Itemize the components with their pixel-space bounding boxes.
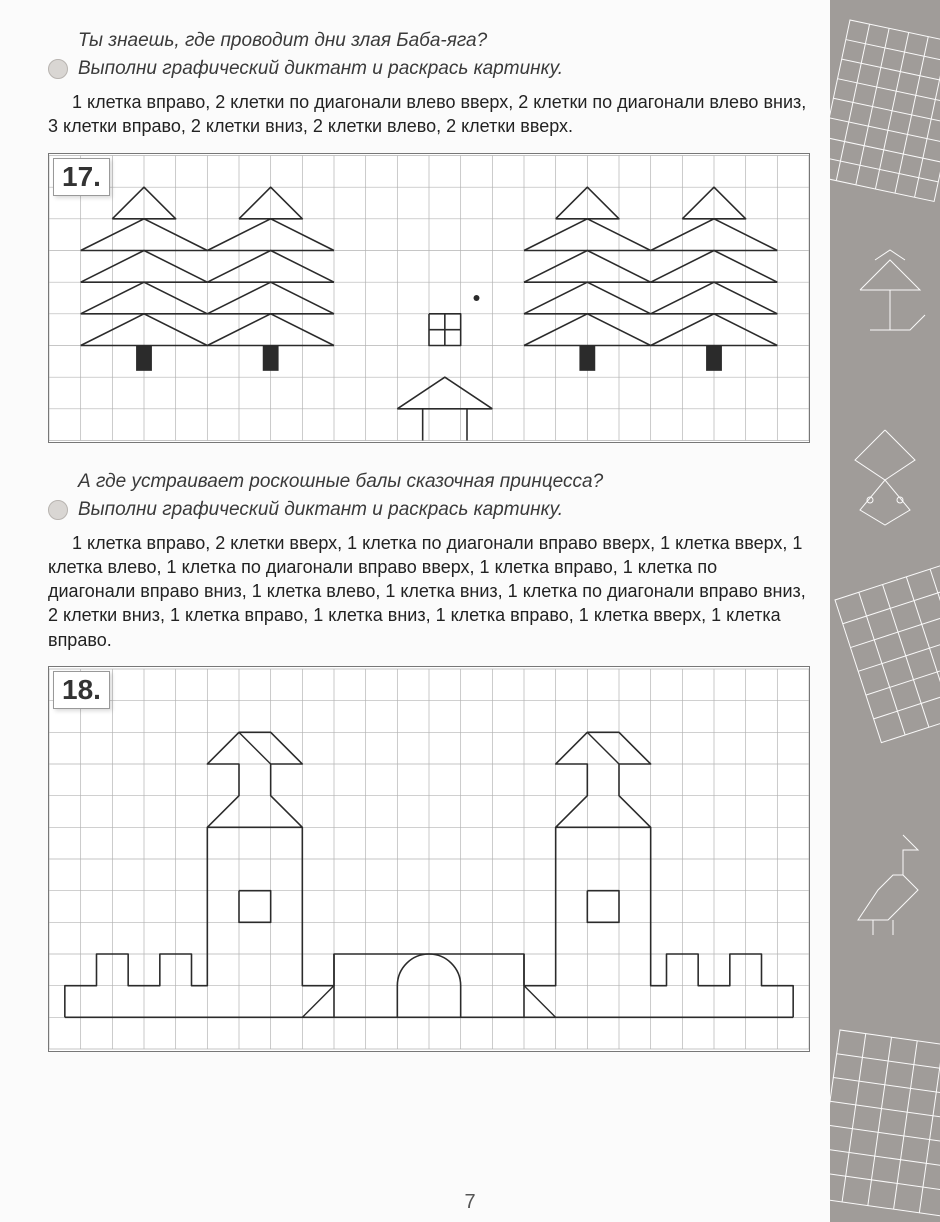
content-column: Ты знаешь, где проводит дни злая Баба-яг… xyxy=(48,30,808,1080)
worksheet-page: Ты знаешь, где проводит дни злая Баба-яг… xyxy=(0,0,940,1222)
ex18-drawing xyxy=(49,667,809,1051)
ex17-grid-panel: 17. xyxy=(48,153,810,443)
ex17-question: Ты знаешь, где проводит дни злая Баба-яг… xyxy=(78,30,808,52)
bullet-icon xyxy=(48,59,68,79)
ex18-task: Выполни графический диктант и раскрась к… xyxy=(78,499,563,521)
ex18-question: А где устраивает роскошные балы сказочна… xyxy=(78,471,808,493)
ex18-number: 18. xyxy=(53,671,110,709)
ex18-task-row: Выполни графический диктант и раскрась к… xyxy=(48,499,808,521)
ex17-drawing xyxy=(49,154,809,442)
sidebar-graphics xyxy=(830,0,940,1222)
ex17-number: 17. xyxy=(53,158,110,196)
ex17-task-row: Выполни графический диктант и раскрась к… xyxy=(48,58,808,80)
ex18-instructions: 1 клетка вправо, 2 клетки вверх, 1 клетк… xyxy=(48,531,808,652)
decorative-sidebar xyxy=(830,0,940,1222)
page-number: 7 xyxy=(0,1191,940,1214)
bullet-icon xyxy=(48,500,68,520)
ex17-instructions: 1 клетка вправо, 2 клетки по диагонали в… xyxy=(48,90,808,139)
ex17-task: Выполни графический диктант и раскрась к… xyxy=(78,58,563,80)
ex18-grid-panel: 18. xyxy=(48,666,810,1052)
